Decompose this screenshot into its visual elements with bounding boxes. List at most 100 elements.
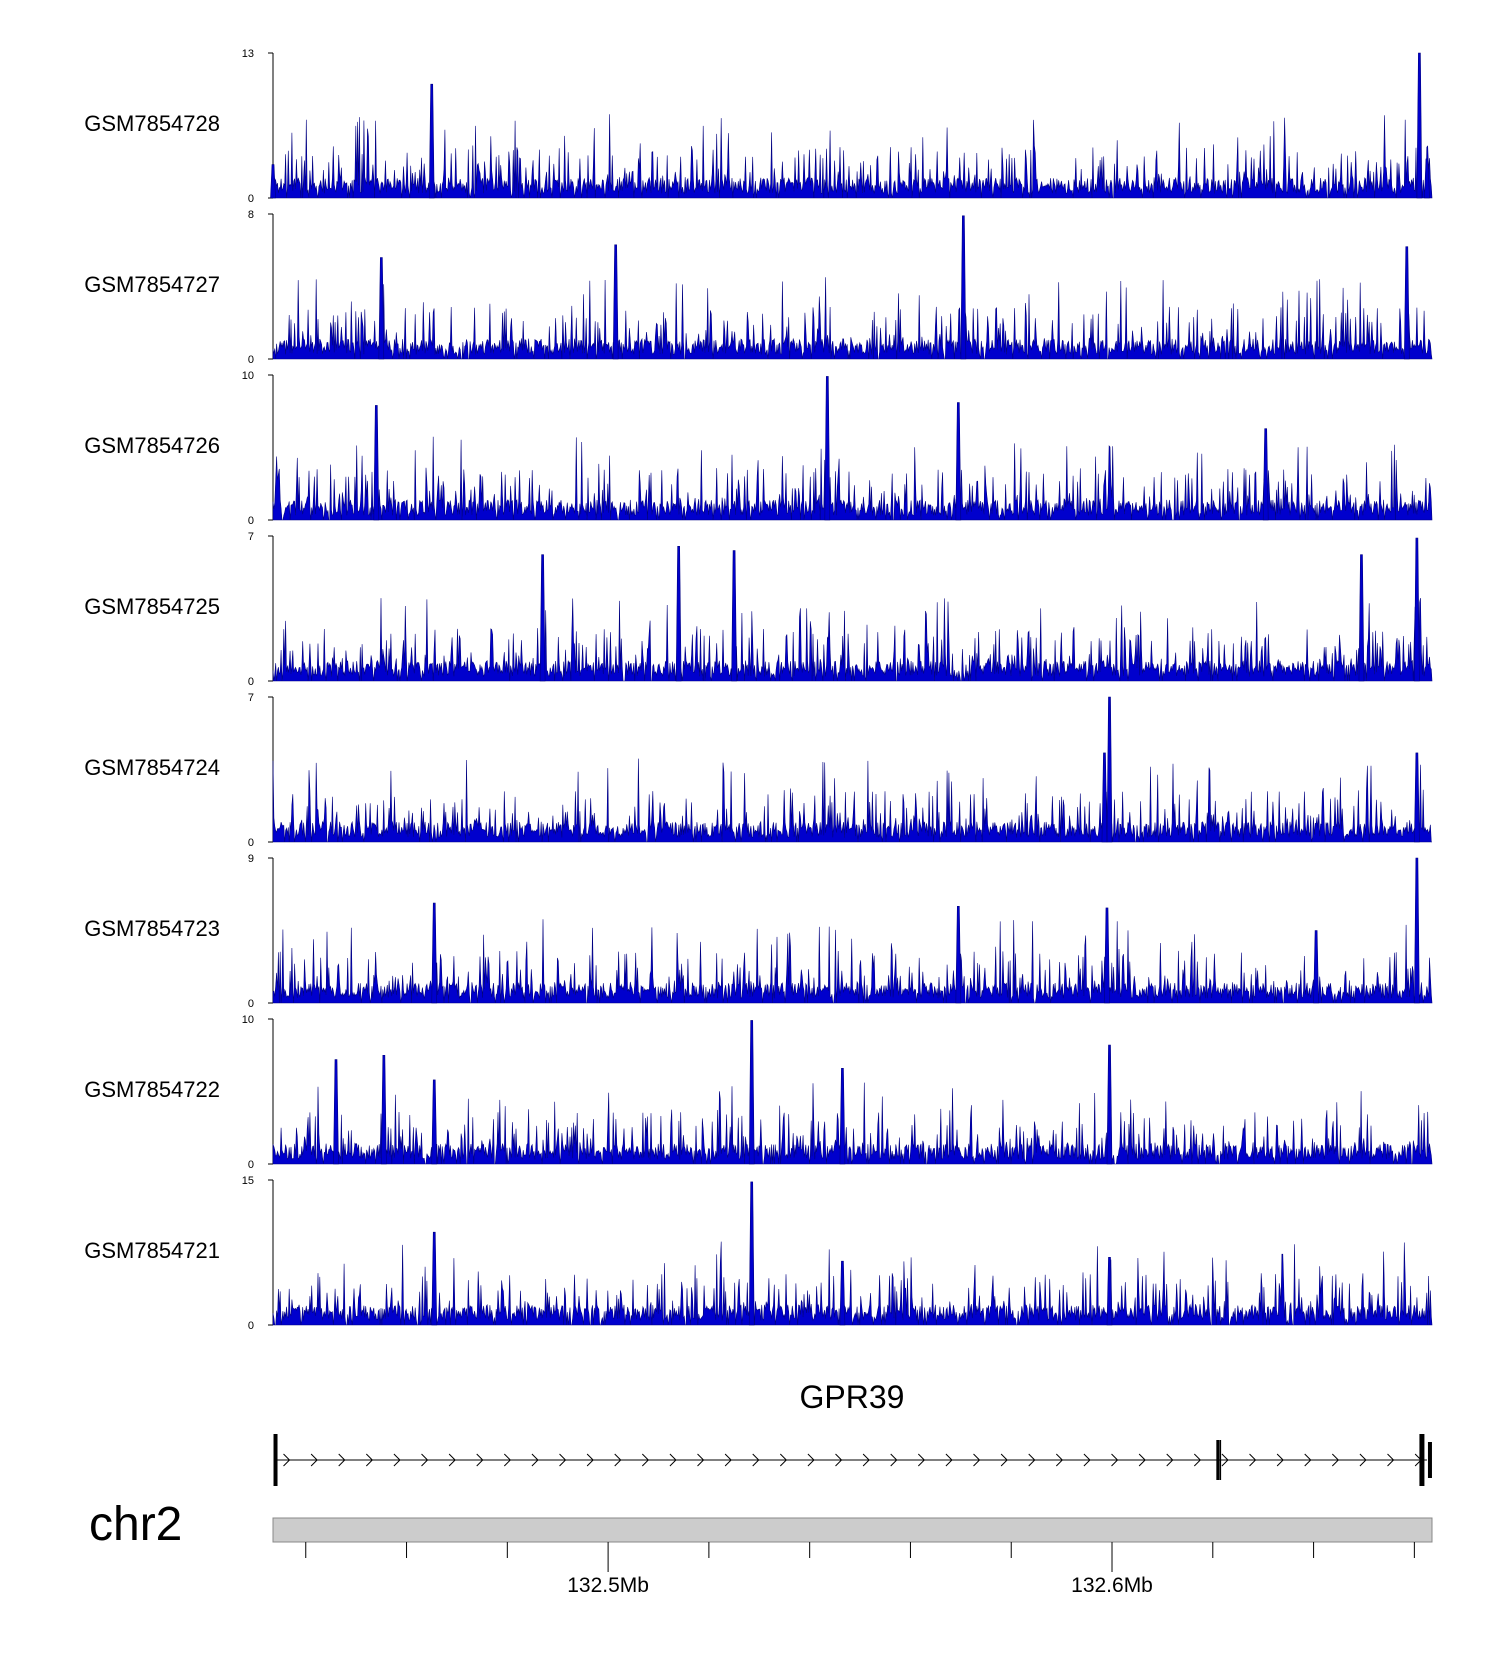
strand-arrow (448, 1453, 456, 1467)
strand-arrow (973, 1453, 981, 1467)
strand-arrow (614, 1453, 622, 1467)
strand-arrow (586, 1453, 594, 1467)
gene-exon (1427, 1442, 1432, 1478)
y-max-label: 7 (248, 531, 254, 543)
coverage-peak (1414, 857, 1420, 1004)
coverage-peak (839, 1260, 846, 1326)
coverage-peak (1101, 752, 1108, 843)
track-label: GSM7854722 (84, 1077, 220, 1102)
strand-arrow (338, 1453, 346, 1467)
strand-arrow (890, 1453, 898, 1467)
strand-arrow (1193, 1453, 1202, 1467)
gene-track: GPR39 (273, 1379, 1432, 1486)
coverage-peak (431, 902, 438, 1004)
coverage-signal (272, 598, 1433, 682)
strand-arrow (1249, 1453, 1257, 1467)
y-min-label: 0 (248, 1320, 254, 1332)
track-GSM7854725: GSM7854725 7 0 (84, 531, 1433, 688)
y-min-label: 0 (248, 354, 254, 366)
coverage-tracks: GSM7854728130GSM785472780GSM7854726100GS… (84, 48, 1433, 1332)
gene-exon (1216, 1440, 1220, 1480)
strand-arrow (365, 1453, 374, 1467)
strand-arrow (421, 1453, 429, 1467)
track-label: GSM7854727 (84, 272, 220, 297)
track-GSM7854722: GSM7854722 10 0 (84, 1014, 1433, 1171)
strand-arrow (917, 1453, 926, 1467)
coverage-peak (431, 1079, 438, 1165)
coverage-peak (381, 1054, 387, 1165)
track-label: GSM7854726 (84, 433, 220, 458)
coverage-signal (272, 277, 1433, 360)
y-min-label: 0 (248, 998, 254, 1010)
chromosome-label: chr2 (89, 1498, 182, 1551)
y-max-label: 9 (248, 853, 254, 865)
coverage-peak (955, 906, 962, 1004)
strand-arrow (1221, 1453, 1229, 1467)
coverage-peak (333, 1059, 339, 1165)
track-label: GSM7854728 (84, 111, 220, 136)
coverage-peak (731, 550, 737, 682)
strand-arrow (862, 1453, 870, 1467)
axis-position-label: 132.5Mb (567, 1574, 649, 1597)
strand-arrow (559, 1453, 567, 1467)
y-max-label: 10 (242, 370, 254, 382)
strand-arrow (531, 1453, 539, 1467)
coverage-peak (1414, 752, 1420, 843)
coverage-peak (1104, 907, 1110, 1004)
coverage-peak (1262, 428, 1269, 521)
coverage-peak (431, 1231, 438, 1326)
coverage-peak (960, 215, 967, 360)
strand-arrow (283, 1453, 291, 1467)
strand-arrow (641, 1453, 650, 1467)
gene-exon (1419, 1434, 1425, 1486)
coverage-peak (373, 405, 380, 521)
y-min-label: 0 (248, 676, 254, 688)
axis-position-label: 132.6Mb (1071, 1574, 1153, 1597)
strand-arrow (1055, 1453, 1064, 1467)
y-max-label: 13 (242, 48, 254, 60)
strand-arrow (1028, 1453, 1036, 1467)
chromosome-ideogram-track: chr2 132.5Mb 132.6Mb (89, 1498, 1433, 1597)
strand-arrow (1276, 1453, 1284, 1467)
strand-arrow (724, 1453, 732, 1467)
coverage-peak (1313, 930, 1319, 1004)
chromosome-ideogram (272, 1517, 1433, 1543)
strand-arrow (310, 1453, 318, 1467)
coverage-signal (272, 1241, 1433, 1326)
gene-exon (273, 1434, 278, 1486)
coverage-peak (378, 257, 385, 360)
y-min-label: 0 (248, 1159, 254, 1171)
strand-arrow (1387, 1453, 1395, 1467)
coverage-peak (270, 164, 276, 199)
y-max-label: 10 (242, 1014, 254, 1026)
coverage-peak (824, 376, 831, 521)
strand-arrow (807, 1453, 815, 1467)
coverage-peak (1106, 1044, 1113, 1165)
track-label: GSM7854721 (84, 1238, 220, 1263)
track-GSM7854721: GSM7854721 15 0 (84, 1175, 1433, 1332)
coverage-signal (272, 1082, 1433, 1165)
gene-exon (1219, 1440, 1222, 1480)
track-label: GSM7854723 (84, 916, 220, 941)
coverage-peak (1424, 158, 1430, 199)
strand-arrow (1359, 1453, 1367, 1467)
y-min-label: 0 (248, 515, 254, 527)
coverage-peak (1416, 52, 1423, 199)
strand-arrow (1111, 1453, 1119, 1467)
strand-arrow (945, 1453, 953, 1467)
coverage-peak (612, 244, 619, 360)
strand-arrow (1138, 1453, 1146, 1467)
track-GSM7854724: GSM7854724 7 0 (84, 692, 1432, 849)
coverage-signal (272, 436, 1433, 521)
strand-arrow (1000, 1453, 1008, 1467)
strand-arrow (503, 1453, 512, 1467)
coverage-signal (272, 114, 1433, 199)
strand-arrow (752, 1453, 760, 1467)
gene-name-label: GPR39 (800, 1379, 905, 1415)
coverage-peak (1414, 537, 1420, 682)
y-max-label: 7 (248, 692, 254, 704)
y-min-label: 0 (248, 837, 254, 849)
track-label: GSM7854724 (84, 755, 220, 780)
strand-arrow (779, 1453, 788, 1467)
